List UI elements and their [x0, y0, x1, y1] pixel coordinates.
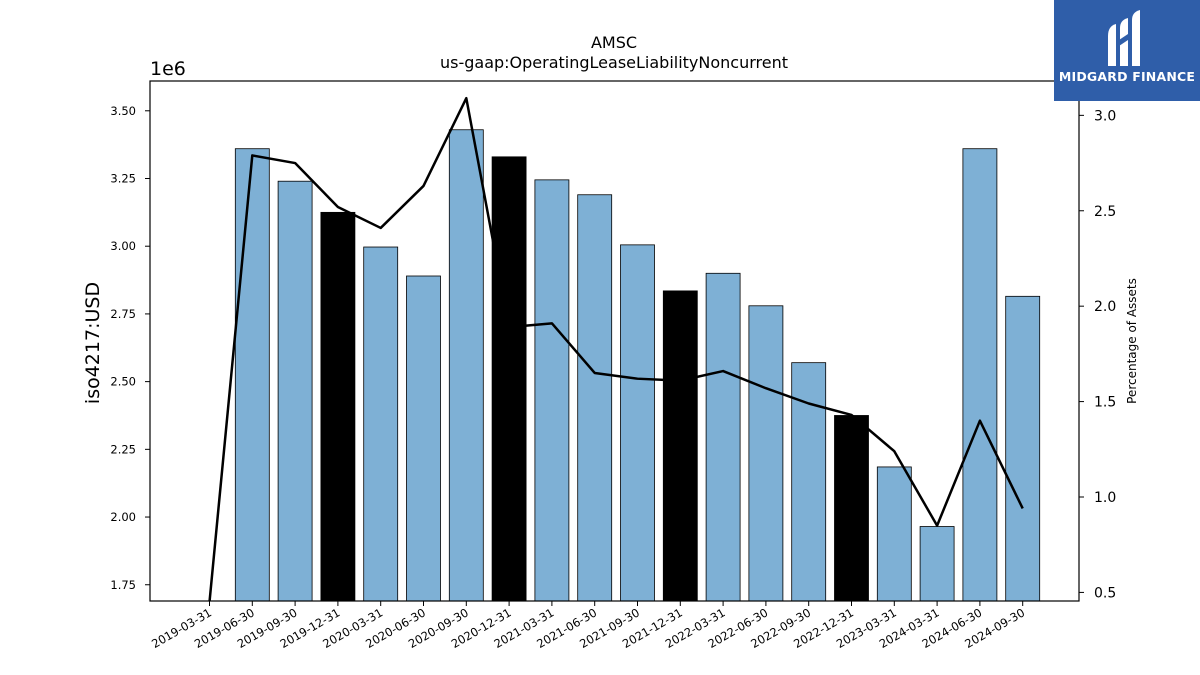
bars-group — [234, 129, 1041, 602]
bar — [406, 275, 441, 602]
bar — [620, 244, 655, 602]
y-axis-right: 0.5 1.0 1.5 2.0 2.5 3.0 — [1079, 108, 1116, 601]
brand-logo: MIDGARD FINANCE — [1054, 0, 1200, 101]
bar — [534, 179, 570, 602]
bar — [491, 156, 527, 602]
y2-tick-label: 1.0 — [1094, 490, 1116, 506]
y2-tick-label: 0.5 — [1094, 585, 1116, 601]
plot-frame — [149, 80, 1080, 602]
bar — [234, 148, 270, 602]
midgard-logo-icon — [1108, 10, 1140, 66]
y2-tick-label: 2.0 — [1094, 299, 1116, 315]
percentage-line — [208, 96, 1024, 601]
bar — [834, 415, 869, 602]
y-tick-label: 3.00 — [110, 239, 136, 253]
y-tick-label: 3.50 — [110, 104, 136, 118]
percentage-line-group — [208, 96, 1024, 601]
y2-tick-label: 3.0 — [1094, 108, 1116, 124]
y-tick-label: 3.25 — [110, 172, 136, 186]
bar — [705, 272, 741, 602]
bar — [277, 180, 313, 602]
y2-tick-label: 2.5 — [1094, 204, 1116, 220]
bar — [1005, 295, 1041, 602]
bar — [363, 246, 399, 602]
bar — [448, 129, 484, 602]
chart-title: AMSC — [591, 33, 637, 52]
chart-subtitle: us-gaap:OperatingLeaseLiabilityNoncurren… — [440, 53, 788, 72]
x-axis: 2019-03-312019-06-302019-09-302019-12-31… — [149, 601, 1027, 651]
bar — [320, 211, 356, 602]
y2-axis-label: Percentage of Assets — [1125, 278, 1139, 404]
y-tick-label: 2.25 — [110, 442, 136, 456]
y-offset-label: 1e6 — [150, 58, 186, 80]
y-tick-label: 2.00 — [110, 510, 136, 524]
bar — [962, 148, 998, 602]
bar — [662, 290, 698, 602]
bar — [577, 194, 613, 602]
y2-tick-label: 1.5 — [1094, 395, 1116, 411]
logo-text: MIDGARD FINANCE — [1058, 69, 1196, 84]
y-tick-label: 2.50 — [110, 375, 136, 389]
bar — [919, 526, 955, 602]
y-tick-label: 2.75 — [110, 307, 136, 321]
y-axis-label: iso4217:USD — [82, 282, 104, 404]
bar — [876, 466, 912, 602]
bar — [748, 305, 784, 602]
y-tick-label: 1.75 — [110, 578, 136, 592]
y-axis-left: 1.75 2.00 2.25 2.50 2.75 3.00 3.25 3.50 — [110, 104, 150, 592]
